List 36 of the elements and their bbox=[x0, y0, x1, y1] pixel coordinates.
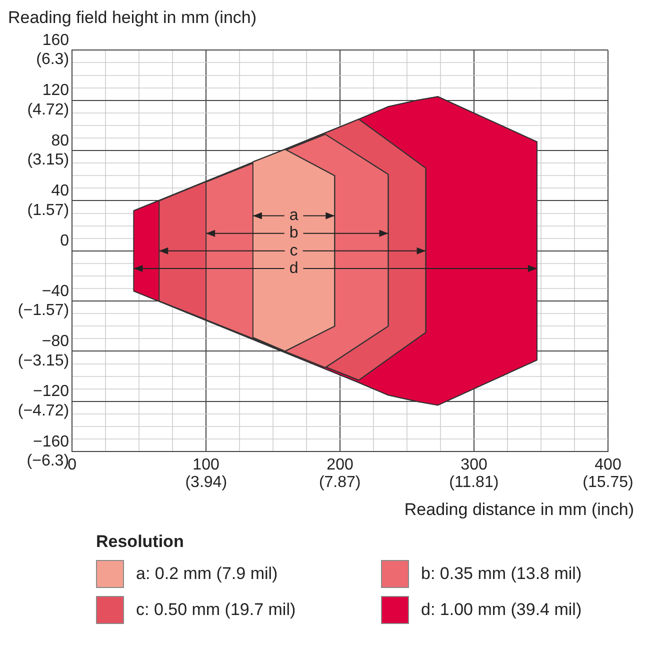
annotation: b bbox=[289, 224, 298, 242]
x2-tick-label: (15.75) bbox=[582, 474, 634, 492]
annotation: c bbox=[290, 242, 298, 260]
x-tick-label: 300 bbox=[460, 456, 488, 474]
legend-title: Resolution bbox=[96, 532, 185, 552]
y-tick-label: 120 bbox=[42, 82, 70, 100]
legend-label: a: 0.2 mm (7.9 mil) bbox=[136, 564, 278, 584]
y2-tick-label: (−1.57) bbox=[18, 302, 70, 319]
x-tick-label: 200 bbox=[326, 456, 354, 474]
legend-label: d: 1.00 mm (39.4 mil) bbox=[421, 600, 582, 620]
y-tick-label: −160 bbox=[32, 433, 70, 450]
y-tick-label: 40 bbox=[51, 182, 70, 200]
y-tick-label: −40 bbox=[42, 282, 70, 300]
x2-tick-label: (11.81) bbox=[449, 474, 499, 492]
y-tick-label: 160 bbox=[42, 32, 70, 50]
x-tick-label: 100 bbox=[192, 456, 220, 474]
y-tick-label: −120 bbox=[32, 383, 70, 400]
annotation: a bbox=[289, 207, 298, 224]
annotation: d bbox=[289, 260, 298, 277]
y-axis-title: Reading field height in mm (inch) bbox=[8, 8, 258, 28]
y-tick-label: −80 bbox=[42, 333, 70, 350]
y2-tick-label: (1.57) bbox=[27, 202, 70, 219]
y2-tick-label: (3.15) bbox=[27, 152, 70, 169]
x2-tick-label: (7.87) bbox=[318, 474, 361, 492]
y-tick-label: 0 bbox=[60, 232, 70, 250]
x2-tick-label: (3.94) bbox=[185, 474, 228, 492]
y2-tick-label: (−3.15) bbox=[18, 352, 70, 370]
y2-tick-label: (6.3) bbox=[36, 51, 70, 68]
y2-tick-label: (4.72) bbox=[27, 102, 70, 119]
y2-tick-label: (−6.3) bbox=[26, 452, 70, 470]
y2-tick-label: (−4.72) bbox=[18, 402, 70, 420]
legend-label: c: 0.50 mm (19.7 mil) bbox=[136, 600, 296, 620]
x-axis-title: Reading distance in mm (inch) bbox=[403, 500, 635, 520]
legend-label: b: 0.35 mm (13.8 mil) bbox=[421, 564, 582, 584]
x-tick-label: 400 bbox=[594, 456, 622, 474]
y-tick-label: 80 bbox=[51, 132, 70, 150]
